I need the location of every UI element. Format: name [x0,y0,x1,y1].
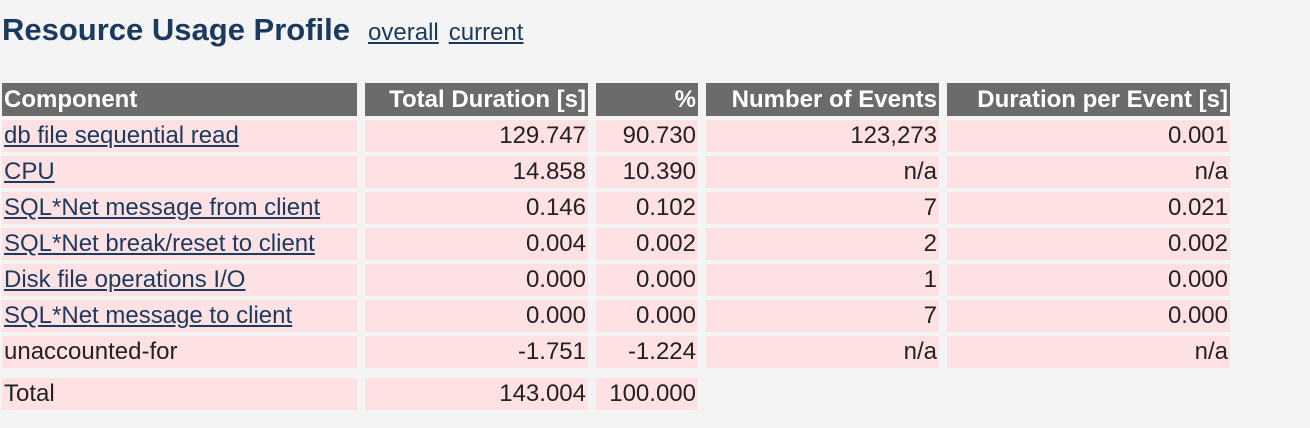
spacer-cell [706,372,939,374]
component-link[interactable]: SQL*Net message to client [4,302,293,329]
cell: n/a [947,336,1230,368]
spacer [2,372,1230,374]
row: SQL*Net break/reset to client 0.004 0.002 2… [2,228,1230,260]
column-header: Duration per Event [s] [947,83,1230,116]
total-cell: 143.004 [365,378,588,410]
column-header: Component [2,83,357,116]
cell: n/a [947,156,1230,188]
component-link[interactable]: SQL*Net message from client [4,194,321,221]
total-row: Total 143.004 100.000 [2,378,1230,410]
row: CPU 14.858 10.390 n/a n/a [2,156,1230,188]
cell: 0.002 [947,228,1230,260]
cell: 2 [706,228,939,260]
cell: 0.002 [596,228,698,260]
spacer-cell [2,372,357,374]
cell: unaccounted-for [2,336,357,368]
cell: 10.390 [596,156,698,188]
cell: n/a [706,336,939,368]
cell: 0.000 [947,264,1230,296]
row: SQL*Net message to client 0.000 0.000 7 0.00… [2,300,1230,332]
component-link[interactable]: SQL*Net break/reset to client [4,230,315,257]
cell: 0.004 [365,228,588,260]
cell: SQL*Net break/reset to client [2,228,357,260]
cell: 0.000 [365,264,588,296]
column-header: Number of Events [706,83,939,116]
cell: Disk file operations I/O [2,264,357,296]
total-cell: 100.000 [596,378,698,410]
cell: 14.858 [365,156,588,188]
row: unaccounted-for -1.751 -1.224 n/a n/a [2,336,1230,368]
cell: 0.000 [365,300,588,332]
cell: 0.102 [596,192,698,224]
component-link[interactable]: db file sequential read [4,122,239,149]
cell: 0.001 [947,120,1230,152]
header: Resource Usage Profile overall current [2,12,533,56]
spacer-cell [365,372,588,374]
resource-table: Component Total Duration [s]% Number of Ev… [0,79,1238,414]
component-link[interactable]: CPU [4,158,55,185]
cell: 7 [706,300,939,332]
cell: 1 [706,264,939,296]
cell: 0.000 [947,300,1230,332]
cell: 123,273 [706,120,939,152]
spacer-cell [596,372,698,374]
column-header: Total Duration [s] [365,83,588,116]
cell: -1.224 [596,336,698,368]
component-link[interactable]: Disk file operations I/O [4,266,246,293]
row: Disk file operations I/O 0.000 0.000 1 0.000 [2,264,1230,296]
current-link[interactable]: current [448,19,524,46]
cell: 0.000 [596,264,698,296]
cell: 0.000 [596,300,698,332]
title: Resource Usage Profile [2,12,351,47]
cell: n/a [706,156,939,188]
cell: -1.751 [365,336,588,368]
cell: 0.146 [365,192,588,224]
overall-link[interactable]: overall [368,19,439,46]
cell: 0.021 [947,192,1230,224]
spacer-cell [947,372,1230,374]
cell: SQL*Net message to client [2,300,357,332]
header-row: Component Total Duration [s]% Number of Ev… [2,83,1230,116]
empty-cell [947,378,1230,410]
cell: 129.747 [365,120,588,152]
cell: SQL*Net message from client [2,192,357,224]
cell: 7 [706,192,939,224]
total-cell: Total [2,378,357,410]
cell: CPU [2,156,357,188]
column-header: % [596,83,698,116]
row: db file sequential read 129.747 90.730 123,… [2,120,1230,152]
empty-cell [706,378,939,410]
cell: db file sequential read [2,120,357,152]
cell: 90.730 [596,120,698,152]
row: SQL*Net message from client 0.146 0.102 7 0.… [2,192,1230,224]
